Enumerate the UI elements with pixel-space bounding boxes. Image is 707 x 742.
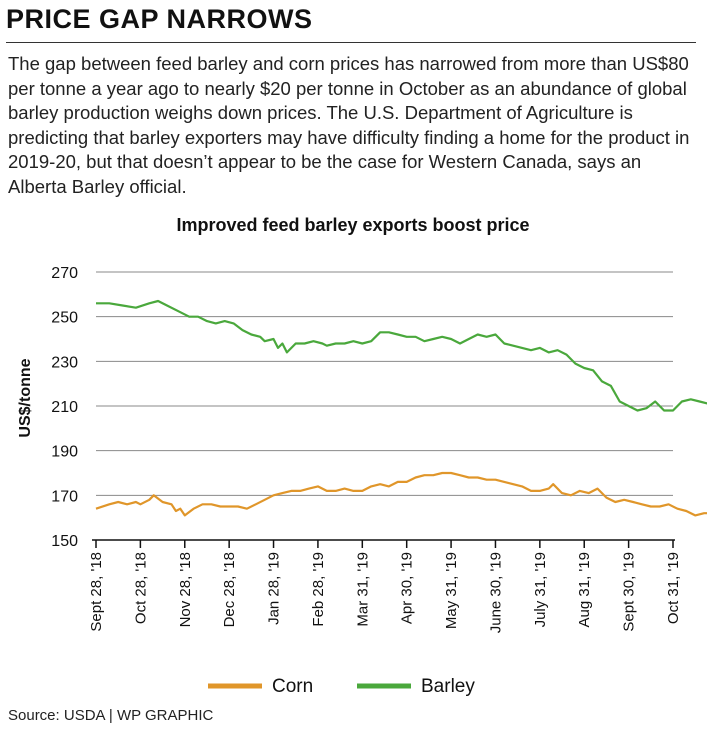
x-tick-label: Jan 28, '19 (266, 552, 283, 625)
y-tick-label: 150 (51, 533, 78, 550)
y-tick-label: 210 (51, 399, 78, 416)
series-line-barley (96, 299, 707, 412)
y-tick-label: 190 (51, 444, 78, 461)
intro-paragraph: The gap between feed barley and corn pri… (8, 53, 690, 197)
series-line-corn (95, 471, 707, 517)
x-tick-label: May 31, '19 (443, 552, 460, 629)
y-axis-label: US$/tonne (17, 358, 34, 437)
x-tick-label: June 30, '19 (487, 552, 504, 633)
x-tick-label: Sept 30, '19 (621, 552, 638, 632)
legend: Corn Barley (208, 676, 475, 697)
legend-corn-label: Corn (272, 676, 313, 697)
y-tick-label: 170 (51, 488, 78, 505)
x-tick-label: Dec 28, '18 (221, 552, 238, 627)
price-chart: Improved feed barley exports boost price… (17, 215, 707, 697)
y-tick-label: 270 (51, 265, 78, 282)
x-tick-label: Apr 30, '19 (399, 552, 416, 624)
x-tick-label: Aug 31, '19 (576, 552, 593, 627)
x-tick-label: Oct 31, '19 (665, 552, 682, 624)
source-credit: Source: USDA | WP GRAPHIC (8, 707, 214, 724)
x-tick-label: Sept 28, '18 (88, 552, 105, 632)
x-tick-label: July 31, '19 (532, 552, 549, 627)
chart-title: Improved feed barley exports boost price (176, 215, 529, 235)
headline-rule (6, 42, 696, 43)
y-tick-label: 230 (51, 354, 78, 371)
legend-barley-label: Barley (421, 676, 475, 697)
y-tick-label: 250 (51, 310, 78, 327)
x-tick-label: Oct 28, '18 (132, 552, 149, 624)
x-tick-label: Mar 31, '19 (354, 552, 371, 627)
x-tick-label: Feb 28, '19 (310, 552, 327, 627)
x-tick-label: Nov 28, '18 (177, 552, 194, 627)
headline: PRICE GAP NARROWS (6, 4, 313, 34)
